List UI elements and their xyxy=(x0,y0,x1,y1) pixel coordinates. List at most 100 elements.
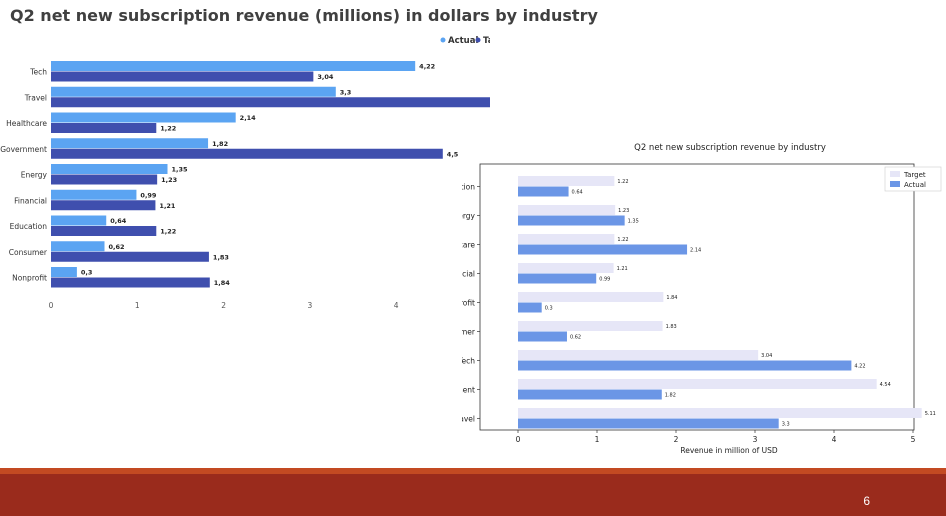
bar-actual xyxy=(518,389,662,400)
bar-target xyxy=(518,263,614,273)
y-tick-label: Tech xyxy=(462,357,475,366)
y-tick-label: Nonprofit xyxy=(462,299,475,308)
x-tick-label: 2 xyxy=(221,301,226,310)
bar-actual xyxy=(51,86,336,97)
page-number: 6 xyxy=(863,494,870,508)
data-label: 0,3 xyxy=(81,269,93,277)
y-tick-label: Travel xyxy=(462,415,475,424)
y-tick-label: Energy xyxy=(462,212,476,221)
bar-target xyxy=(51,226,157,236)
x-tick-label: 3 xyxy=(753,435,758,444)
bar-actual xyxy=(518,186,569,197)
data-label: 0.99 xyxy=(599,277,610,283)
y-tick-label: Tech xyxy=(29,68,47,77)
chart-title: Q2 net new subscription revenue by indus… xyxy=(634,143,826,153)
data-label: 0.64 xyxy=(572,190,583,196)
data-label: 1.35 xyxy=(628,219,639,225)
data-label: 3,04 xyxy=(317,73,334,81)
data-label: 2.14 xyxy=(690,248,701,254)
y-tick-label: Financial xyxy=(462,270,475,279)
plot-frame xyxy=(479,163,915,431)
bar-actual xyxy=(518,273,597,284)
data-label: 1.84 xyxy=(666,295,677,301)
data-label: 1.22 xyxy=(617,179,628,185)
bar-target xyxy=(51,97,490,108)
data-label: 3,3 xyxy=(340,88,352,96)
bar-target xyxy=(51,200,156,211)
slide-footer: 6 xyxy=(0,474,946,516)
bar-actual xyxy=(51,138,209,149)
bar-actual xyxy=(51,189,137,200)
bar-target xyxy=(518,379,877,389)
y-tick-label: Healthcare xyxy=(6,119,47,128)
bar-actual xyxy=(518,215,625,226)
legend-actual-label: Actual xyxy=(448,36,478,46)
y-tick-label: Travel xyxy=(24,93,47,102)
data-label: 4,5 xyxy=(447,150,459,158)
bar-actual xyxy=(51,241,105,252)
legend-target-label: Target xyxy=(483,36,490,46)
y-tick-label: Nonprofit xyxy=(12,274,47,283)
x-tick-label: 0 xyxy=(49,301,54,310)
bar-target xyxy=(518,321,663,331)
x-tick-label: 1 xyxy=(595,435,600,444)
bar-actual xyxy=(51,112,236,123)
data-label: 1,22 xyxy=(160,125,176,133)
data-label: 0,99 xyxy=(140,191,157,199)
bar-actual xyxy=(51,61,416,71)
data-label: 1.82 xyxy=(665,393,676,399)
data-label: 4.54 xyxy=(880,382,891,388)
x-tick-label: 2 xyxy=(674,435,679,444)
bar-target xyxy=(51,148,443,159)
x-tick-label: 1 xyxy=(135,301,140,310)
y-tick-label: Consumer xyxy=(462,328,476,337)
left-bar-chart: ActualTargetTech4,223,04Travel3,35,11Hea… xyxy=(0,36,490,310)
data-label: 1,21 xyxy=(159,202,176,210)
bar-actual xyxy=(518,360,852,371)
x-tick-label: 0 xyxy=(516,435,521,444)
y-tick-label: Consumer xyxy=(9,248,48,257)
data-label: 1.22 xyxy=(617,237,628,243)
x-axis-label: Revenue in million of USD xyxy=(680,446,777,455)
data-label: 3.3 xyxy=(782,422,790,428)
bar-target xyxy=(51,277,210,288)
data-label: 1,23 xyxy=(161,176,177,184)
data-label: 0,64 xyxy=(110,217,127,225)
data-label: 1,82 xyxy=(212,140,228,148)
bar-target xyxy=(518,408,922,418)
bar-target xyxy=(518,205,616,215)
bar-actual xyxy=(518,418,779,429)
data-label: 4,22 xyxy=(419,63,435,71)
data-label: 1,84 xyxy=(214,279,231,287)
x-tick-label: 4 xyxy=(832,435,837,444)
data-label: 0.62 xyxy=(570,335,581,341)
y-tick-label: Education xyxy=(10,222,48,231)
bar-actual xyxy=(51,215,107,226)
x-tick-label: 4 xyxy=(394,301,399,310)
data-label: 1,35 xyxy=(172,166,189,174)
legend-actual-label: Actual xyxy=(904,181,926,189)
bar-target xyxy=(518,176,615,186)
footer-accent-line xyxy=(0,468,946,474)
bar-target xyxy=(51,174,158,185)
data-label: 1.83 xyxy=(666,324,677,330)
data-label: 1,83 xyxy=(213,253,229,261)
legend-target-label: Target xyxy=(903,171,926,179)
bar-target xyxy=(518,350,759,360)
bar-target xyxy=(51,71,314,82)
bar-target xyxy=(51,123,157,133)
legend-actual-marker xyxy=(440,37,446,43)
bar-target xyxy=(518,292,664,302)
data-label: 0.3 xyxy=(545,306,553,312)
y-tick-label: Energy xyxy=(21,171,48,180)
data-label: 1.21 xyxy=(617,266,628,272)
legend-target-marker xyxy=(475,37,481,43)
bar-actual xyxy=(518,302,542,313)
slide-title: Q2 net new subscription revenue (million… xyxy=(10,6,598,25)
y-tick-label: Government xyxy=(462,386,475,395)
legend-actual-marker xyxy=(890,181,900,187)
x-tick-label: 5 xyxy=(911,435,916,444)
bar-actual xyxy=(518,331,567,342)
y-tick-label: Healthcare xyxy=(462,241,475,250)
y-tick-label: Financial xyxy=(14,196,47,205)
